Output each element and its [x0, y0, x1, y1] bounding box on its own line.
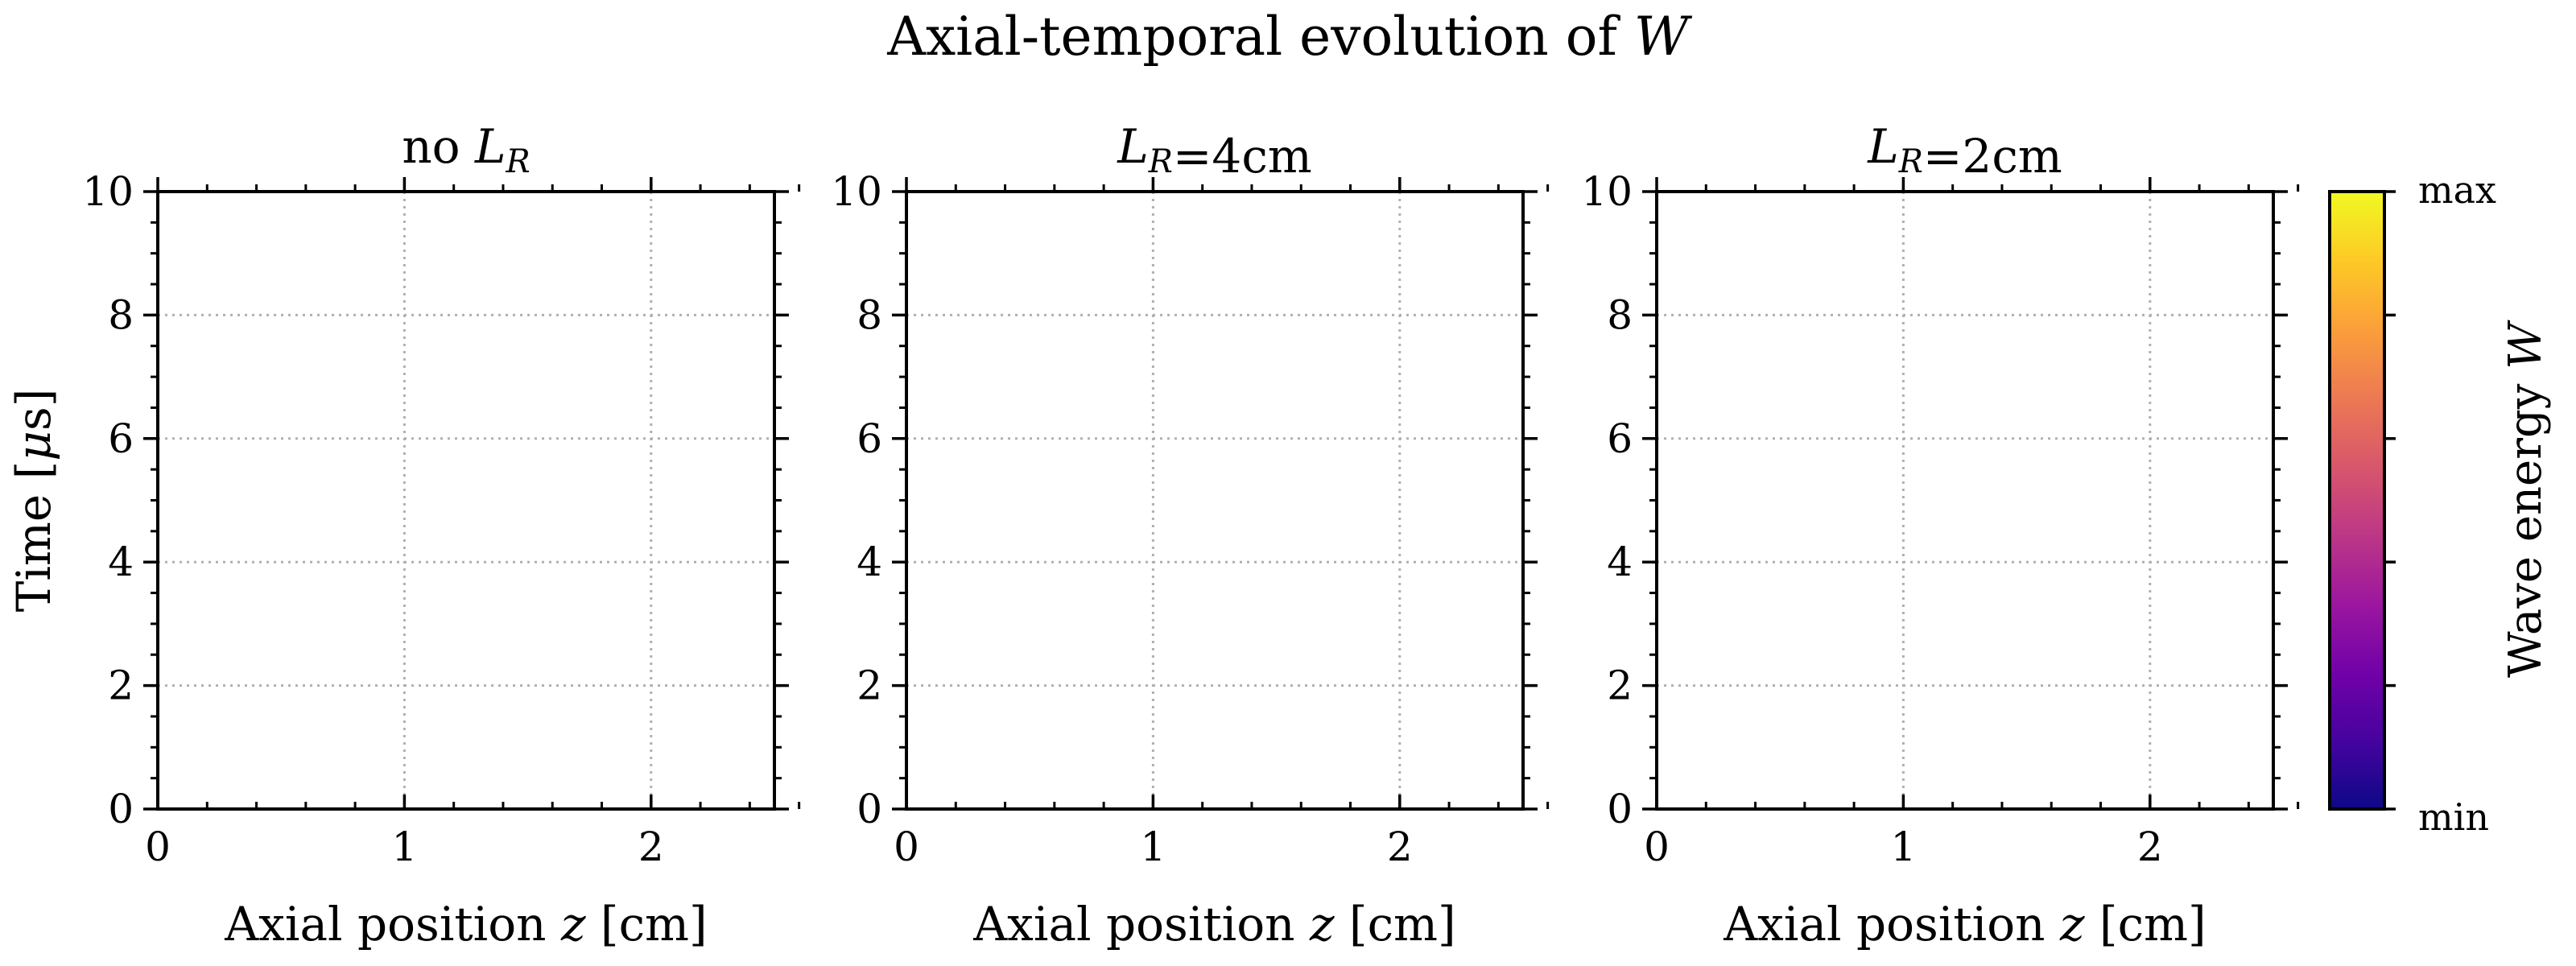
axes-frame: [905, 190, 1525, 811]
y-tick-label: 10: [82, 168, 134, 215]
x-axis-label-text: Axial position: [972, 897, 1310, 952]
y-axis-label: Time [μs]: [6, 389, 61, 613]
y-tick-label: 0: [108, 786, 134, 832]
colorbar-gradient: [2328, 190, 2386, 811]
panel-title-part: =2cm: [1923, 129, 2062, 184]
colorbar-ticks: [2384, 190, 2396, 811]
colorbar-title-symbol: W: [2500, 320, 2552, 369]
figure-title: Axial-temporal evolution of W: [886, 6, 1693, 68]
x-tick-label: 1: [1140, 824, 1166, 870]
plot-area: [158, 192, 774, 809]
x-axis-label-text: Axial position: [224, 897, 561, 952]
panel-title-part: L: [1867, 119, 1899, 174]
y-tick-label: 4: [108, 539, 134, 585]
panel-title-subscript: R: [1898, 143, 1923, 180]
y-tick-label: 8: [108, 291, 134, 338]
y-axis-label-unit: s]: [6, 389, 61, 431]
y-tick-label: 6: [857, 415, 882, 462]
y-axis-label-text: Time [: [6, 461, 61, 613]
panel-title-subscript: R: [506, 143, 530, 180]
plot-area: [1657, 192, 2273, 809]
y-tick-label: 8: [857, 291, 882, 338]
x-tick-label: 0: [1644, 824, 1670, 870]
y-tick-label: 0: [1607, 786, 1633, 832]
panel-title-part: no: [402, 119, 475, 174]
axes-frame: [156, 190, 776, 811]
y-tick-label: 2: [1607, 663, 1633, 709]
x-tick-label: 0: [894, 824, 919, 870]
x-axis-label: Axial position z [cm]: [224, 897, 707, 952]
y-tick-label: 10: [831, 168, 882, 215]
panel-title: LR=4cm: [1117, 119, 1312, 184]
panel-title: no LR: [402, 119, 530, 180]
y-tick-label: 2: [108, 663, 134, 709]
x-axis-label-symbol: z: [2059, 897, 2085, 952]
y-tick-label: 4: [857, 539, 882, 585]
x-tick-label: 2: [2137, 824, 2163, 870]
y-tick-label: 2: [857, 663, 882, 709]
panel-title-part: =4cm: [1173, 129, 1312, 184]
y-tick-label: 4: [1607, 539, 1633, 585]
panel-title-subscript: R: [1148, 143, 1173, 180]
colorbar-min-label: min: [2418, 795, 2489, 839]
x-tick-label: 2: [1387, 824, 1413, 870]
x-axis-label-unit: [cm]: [2085, 897, 2207, 952]
panel-title-part: L: [1117, 119, 1149, 174]
y-tick-label: 8: [1607, 291, 1633, 338]
panel-title: LR=2cm: [1867, 119, 2062, 184]
x-axis-label-symbol: z: [1309, 897, 1335, 952]
x-axis-label: Axial position z [cm]: [1723, 897, 2206, 952]
x-axis-label-unit: [cm]: [586, 897, 708, 952]
axes-frame: [1655, 190, 2275, 811]
x-axis-label-text: Axial position: [1723, 897, 2060, 952]
x-axis-label-unit: [cm]: [1335, 897, 1456, 952]
x-tick-label: 1: [1890, 824, 1916, 870]
figure-title-text: Axial-temporal evolution of: [886, 6, 1634, 68]
colorbar-max-label: max: [2418, 168, 2496, 212]
panel-title-part: L: [474, 119, 506, 174]
x-axis-label: Axial position z [cm]: [972, 897, 1455, 952]
x-tick-label: 1: [391, 824, 417, 870]
x-axis-label-symbol: z: [560, 897, 586, 952]
plot-area: [906, 192, 1523, 809]
panel-3: 0 1 2 0 2 4 6 8 10 LR=2cm Axial position z [cm]: [1581, 119, 2300, 952]
x-tick-label: 2: [638, 824, 664, 870]
y-axis-label-symbol: μ: [6, 431, 61, 461]
y-tick-label: 6: [1607, 415, 1633, 462]
colorbar-title: Wave energy W: [2500, 320, 2552, 678]
y-tick-label: 10: [1581, 168, 1633, 215]
panel-1: 0 1 2 0 2 4 6 8 10 no LR Axial position z [cm] Time…: [6, 119, 801, 952]
y-tick-label: 6: [108, 415, 134, 462]
x-tick-label: 0: [145, 824, 171, 870]
figure-title-symbol: W: [1634, 6, 1693, 68]
colorbar: max min Wave energy W: [2328, 168, 2552, 839]
colorbar-title-text: Wave energy: [2500, 369, 2552, 678]
panel-2: 0 1 2 0 2 4 6 8 10 LR=4cm Axial position z [cm]: [831, 119, 1550, 952]
y-tick-label: 0: [857, 786, 882, 832]
